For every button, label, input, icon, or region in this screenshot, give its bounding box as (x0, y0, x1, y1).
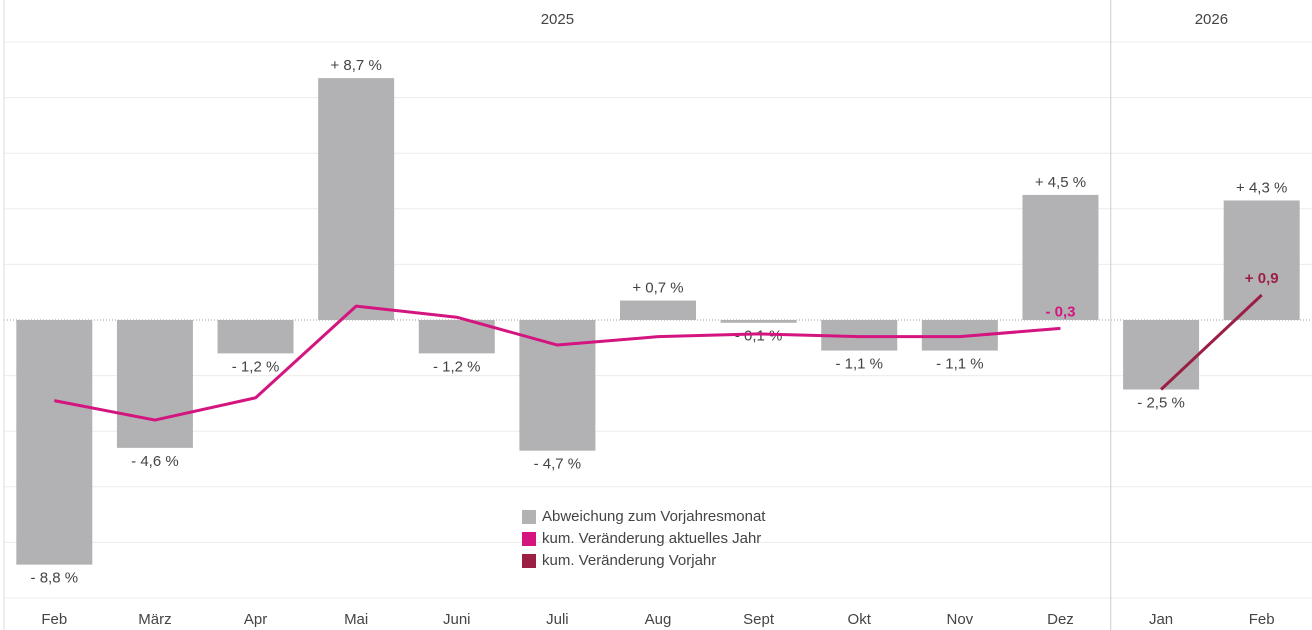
legend-label: kum. Veränderung Vorjahr (542, 552, 716, 569)
bar (116, 320, 193, 448)
legend-label: Abweichung zum Vorjahresmonat (542, 508, 766, 525)
bar-value-label: - 1,1 % (936, 356, 984, 373)
bar-value-label: - 2,5 % (1137, 394, 1185, 411)
x-tick-label: Jan (1149, 611, 1173, 628)
bar-value-label: - 1,2 % (433, 358, 481, 375)
legend-swatch (522, 510, 536, 524)
legend-swatch (522, 554, 536, 568)
bar-value-label: - 1,2 % (232, 358, 280, 375)
bar (1123, 320, 1200, 390)
x-tick-label: Mai (344, 611, 368, 628)
x-tick-label: Juli (546, 611, 569, 628)
x-tick-label: März (138, 611, 171, 628)
line-value-label: - 0,3 (1045, 303, 1075, 320)
bar (720, 320, 797, 323)
bar-value-label: + 8,7 % (331, 57, 382, 74)
x-tick-label: Sept (743, 611, 775, 628)
bar (1022, 194, 1099, 320)
x-tick-label: Okt (848, 611, 872, 628)
legend-label: kum. Veränderung aktuelles Jahr (542, 530, 761, 547)
bar-value-label: - 0,1 % (735, 328, 783, 345)
x-tick-label: Feb (41, 611, 67, 628)
bar-value-label: - 1,1 % (835, 356, 883, 373)
bar-value-label: + 0,7 % (632, 280, 683, 297)
bar (1223, 200, 1300, 320)
bar-value-label: + 4,3 % (1236, 179, 1287, 196)
bar (620, 300, 696, 320)
x-tick-label: Feb (1249, 611, 1275, 628)
panel-title: 2026 (1195, 11, 1228, 28)
bar (16, 320, 93, 565)
x-tick-label: Apr (244, 611, 267, 628)
legend-swatch (522, 532, 536, 546)
panel-title: 2025 (541, 11, 574, 28)
x-tick-label: Dez (1047, 611, 1074, 628)
bar-value-label: - 8,8 % (31, 570, 79, 587)
line-value-label: + 0,9 (1245, 270, 1279, 287)
line (1160, 293, 1263, 391)
bar-value-label: - 4,6 % (131, 453, 179, 470)
x-tick-label: Juni (443, 611, 471, 628)
bar-value-label: + 4,5 % (1035, 174, 1086, 191)
bar (519, 320, 596, 451)
bar (217, 320, 294, 354)
line (54, 304, 1061, 422)
x-tick-label: Aug (645, 611, 672, 628)
bar (318, 78, 395, 320)
bar-value-label: - 4,7 % (534, 456, 582, 473)
x-tick-label: Nov (947, 611, 974, 628)
